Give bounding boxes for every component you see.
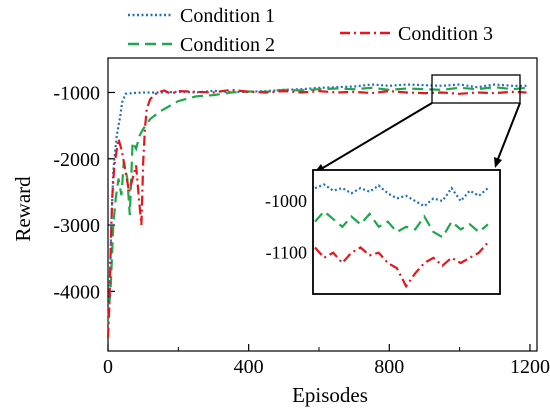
legend: Condition 1 Condition 2 Condition 3 [128,5,493,56]
x-tick-label: 800 [374,356,404,378]
y-tick-label: -2000 [53,149,100,171]
series-lines [106,83,527,338]
y-tick-label: -4000 [53,281,100,303]
y-tick-label: -3000 [53,215,100,237]
x-tick-label: 1200 [510,356,550,378]
inset-line-condition-1 [314,183,489,208]
inset-line-condition-3 [314,241,489,289]
inset-frame [312,169,501,295]
legend-label-condition-1: Condition 1 [180,5,275,27]
x-axis-ticks: 0 400 800 1200 [103,344,550,378]
inset-series-lines [314,183,489,289]
legend-label-condition-3: Condition 3 [398,23,493,45]
inset-y-tick-label: -1000 [265,191,307,211]
x-axis-title: Episodes [292,383,368,407]
plot-frame [107,57,538,352]
x-tick-label: 0 [103,356,113,378]
series-line-condition-3 [106,88,527,338]
legend-label-condition-2: Condition 2 [180,34,275,56]
y-tick-label: -1000 [53,82,100,104]
y-axis-title: Reward [11,176,35,242]
series-line-condition-2 [106,86,527,322]
x-tick-label: 400 [234,356,264,378]
inset-y-ticks: -1000 -1100 [265,191,307,263]
zoom-region-box [431,74,521,104]
inset-line-condition-2 [314,209,489,239]
y-axis-ticks: -4000 -3000 -2000 -1000 [53,82,115,303]
inset-y-tick-label: -1100 [266,243,307,263]
zoom-connectors [313,102,521,174]
